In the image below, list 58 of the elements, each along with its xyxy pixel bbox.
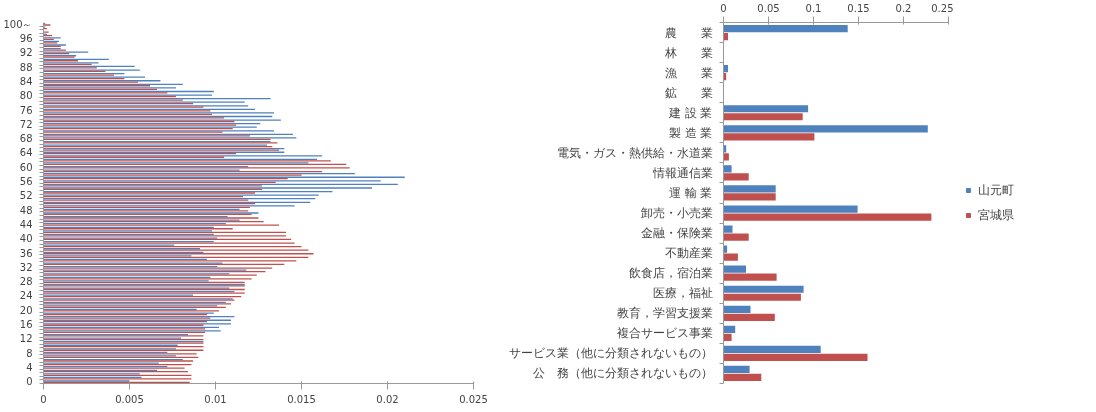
y-tick-label: 100～ (3, 18, 33, 30)
x-tick-label: 0.015 (287, 393, 316, 405)
x-tick-label: 0.01 (204, 393, 227, 405)
y-tick-label: 林 業 (663, 45, 713, 60)
y-tick-label: 0 (26, 376, 33, 388)
y-tick-label: 教育，学習支援業 (616, 306, 713, 321)
y-tick-label: 24 (19, 290, 33, 302)
legend-label: 山元町 (978, 181, 1014, 199)
x2-tick-label: 0 (720, 2, 727, 14)
x2-tick-label: 0.1 (805, 2, 822, 14)
y-tick-label: 68 (19, 133, 33, 145)
y-tick-label: 4 (26, 361, 33, 373)
y-tick-label: 76 (19, 104, 33, 116)
y-tick-label: 製 造 業 (668, 125, 713, 140)
y-tick-label: 40 (19, 233, 33, 245)
y-tick-label: 60 (19, 161, 33, 173)
y-tick-label: 48 (19, 204, 33, 216)
y-tick-label: 28 (19, 276, 33, 288)
y-tick-label: 運 輸 業 (668, 185, 713, 200)
x-tick-label: 0.02 (376, 393, 399, 405)
y-tick-label: 12 (19, 333, 33, 345)
y-tick-label: 漁 業 (664, 65, 713, 80)
y-tick-label: 88 (19, 61, 33, 73)
y-tick-label: 64 (19, 147, 33, 159)
y-tick-label: 92 (19, 47, 33, 59)
x2-tick-label: 0.2 (895, 2, 912, 14)
y-tick-label: 84 (19, 75, 33, 87)
legend-label: 宮城県 (978, 206, 1014, 224)
y-tick-label: 72 (19, 118, 33, 130)
y-tick-label: 96 (19, 33, 33, 45)
y-tick-label: 飲食店，宿泊業 (628, 266, 713, 281)
x-tick-label: 0.005 (115, 393, 144, 405)
y-tick-label: 16 (19, 319, 33, 331)
x-tick-label: 0.025 (459, 393, 488, 405)
y-tick-label: 農 業 (664, 25, 713, 40)
y-tick-label: 不動産業 (664, 246, 713, 261)
x2-tick-label: 0.25 (931, 2, 954, 14)
y-tick-label: 情報通信業 (651, 165, 713, 180)
x-tick-label: 0 (40, 393, 47, 405)
y-tick-label: 卸売・小売業 (640, 206, 713, 221)
y-tick-label: 32 (19, 261, 33, 273)
y-tick-label: 電気・ガス・熱供給・水道業 (556, 145, 713, 160)
y-tick-label: 鉱 業 (664, 85, 713, 100)
y-tick-label: 36 (19, 247, 33, 259)
y-tick-label: サービス業（他に分類されないもの） (508, 346, 713, 361)
y-tick-label: 44 (19, 218, 33, 230)
y-tick-label: 52 (19, 190, 33, 202)
y-tick-label: 複合サービス事業 (616, 326, 713, 341)
y-tick-label: 8 (26, 347, 33, 359)
y-tick-label: 公 務（他に分類されないもの） (532, 366, 713, 381)
x2-tick-label: 0.15 (847, 2, 870, 14)
y-tick-label: 建 設 業 (667, 105, 713, 120)
y-tick-label: 金融・保険業 (640, 226, 713, 241)
y-tick-label: 医療，福祉 (652, 286, 713, 301)
x2-tick-label: 0.05 (757, 2, 780, 14)
y-tick-label: 56 (19, 176, 33, 188)
y-tick-label: 80 (19, 90, 33, 102)
y-tick-label: 20 (19, 304, 33, 316)
